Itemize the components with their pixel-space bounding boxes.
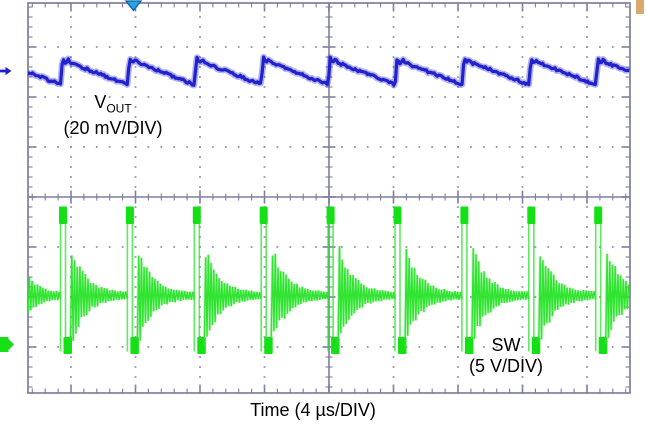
vout-trace (26, 53, 632, 89)
ch1-name: VOUT (94, 92, 132, 116)
sw-trace (26, 206, 631, 354)
time-axis-label: Time (4 µs/DIV) (250, 400, 376, 420)
corner-tab-marker (636, 0, 644, 14)
ch2-ground-marker-icon (0, 337, 14, 352)
ch1-label: VOUT (20 mV/DIV) (63, 93, 162, 138)
trigger-position-marker-icon (124, 0, 143, 12)
screen-markers (0, 0, 644, 352)
ch1-level-arrow-icon (0, 66, 12, 76)
ch2-scale: (5 V/DIV) (468, 356, 544, 376)
ch1-scale: (20 mV/DIV) (63, 117, 163, 138)
ch2-name: SW (491, 335, 521, 355)
ch2-label: SW (5 V/DIV) (469, 335, 543, 377)
